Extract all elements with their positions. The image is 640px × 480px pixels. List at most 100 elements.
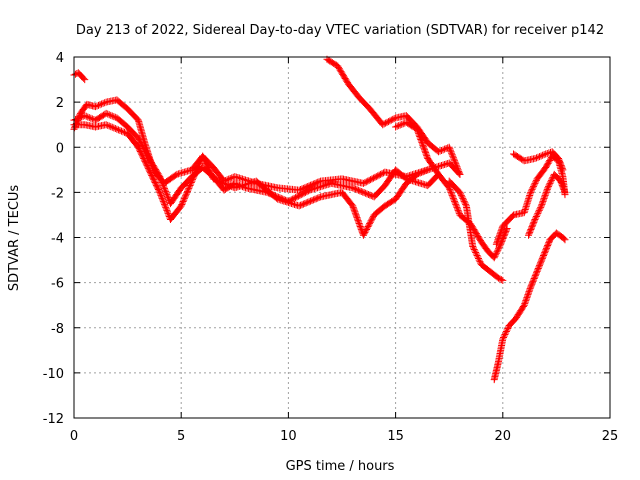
- data-point: [493, 239, 501, 247]
- data-point: [547, 178, 555, 186]
- data-point: [138, 141, 146, 149]
- data-point: [545, 182, 553, 190]
- data-point: [298, 185, 306, 193]
- data-point: [544, 240, 552, 248]
- data-point: [305, 198, 313, 206]
- data-point: [91, 103, 99, 111]
- data-point: [525, 231, 533, 239]
- data-point: [299, 190, 307, 198]
- data-point: [546, 179, 554, 187]
- data-point: [458, 193, 466, 201]
- data-point: [532, 154, 540, 162]
- data-point: [447, 148, 455, 156]
- data-point: [544, 184, 552, 192]
- data-point: [105, 111, 113, 119]
- data-point: [98, 100, 106, 108]
- data-point: [526, 286, 534, 294]
- data-point: [497, 228, 505, 236]
- data-point: [418, 138, 426, 146]
- data-point: [222, 180, 230, 188]
- data-point: [419, 143, 427, 151]
- data-point: [495, 234, 503, 242]
- data-point: [156, 190, 164, 198]
- data-point: [496, 275, 504, 283]
- data-point: [531, 273, 539, 281]
- data-point: [472, 249, 480, 257]
- data-point: [534, 264, 542, 272]
- y-tick-label: -2: [51, 186, 64, 201]
- data-point: [158, 177, 166, 185]
- data-point: [189, 174, 197, 182]
- data-point: [303, 188, 311, 196]
- data-point: [192, 167, 200, 175]
- data-point: [188, 177, 196, 185]
- data-point: [537, 203, 545, 211]
- data-point: [309, 196, 317, 204]
- data-point: [527, 224, 535, 232]
- data-point: [473, 252, 481, 260]
- data-point: [415, 131, 423, 139]
- data-point: [302, 183, 310, 191]
- data-point: [499, 276, 507, 284]
- data-point: [452, 161, 460, 169]
- data-point: [295, 202, 303, 210]
- axis-ticks: 0 5 10 15 20 25 -12 -10 -8 -6 -4 -2 0 2 4: [43, 51, 619, 444]
- data-point: [499, 335, 507, 343]
- data-point: [460, 197, 468, 205]
- data-point: [494, 236, 502, 244]
- data-point: [158, 194, 166, 202]
- data-point: [162, 205, 170, 213]
- data-point: [185, 184, 193, 192]
- series-track-a: [70, 69, 89, 84]
- data-point: [560, 187, 568, 195]
- data-point: [421, 146, 429, 154]
- data-point: [448, 191, 456, 199]
- chart-title: Day 213 of 2022, Sidereal Day-to-day VTE…: [76, 23, 604, 38]
- data-point: [450, 196, 458, 204]
- data-point: [491, 252, 499, 260]
- data-point: [534, 266, 542, 274]
- data-point: [420, 144, 428, 152]
- data-point: [530, 217, 538, 225]
- data-point: [158, 179, 166, 187]
- data-point: [523, 292, 531, 300]
- data-point: [163, 191, 171, 199]
- data-point: [532, 214, 540, 222]
- data-point: [434, 148, 442, 156]
- data-point: [215, 177, 223, 185]
- data-point: [527, 283, 535, 291]
- data-point: [455, 208, 463, 216]
- data-point: [530, 218, 538, 226]
- data-point: [164, 194, 172, 202]
- data-point: [352, 211, 360, 219]
- data-point: [415, 170, 423, 178]
- data-point: [536, 153, 544, 161]
- data-point: [472, 250, 480, 258]
- data-point: [305, 182, 313, 190]
- data-point: [414, 127, 422, 135]
- data-point: [292, 194, 300, 202]
- data-point: [304, 187, 312, 195]
- x-tick-label: 20: [495, 429, 512, 444]
- data-point: [535, 208, 543, 216]
- data-point: [76, 114, 84, 122]
- data-point: [163, 206, 171, 214]
- data-point: [496, 242, 504, 250]
- data-point: [532, 212, 540, 220]
- data-point: [540, 194, 548, 202]
- data-point: [501, 331, 509, 339]
- data-points: [70, 55, 569, 384]
- data-point: [471, 247, 479, 255]
- y-tick-label: 2: [56, 96, 64, 111]
- data-point: [527, 188, 535, 196]
- data-point: [454, 206, 462, 214]
- data-point: [382, 119, 390, 127]
- data-point: [299, 184, 307, 192]
- data-point: [539, 253, 547, 261]
- data-point: [449, 154, 457, 162]
- data-point: [492, 251, 500, 259]
- data-point: [445, 143, 453, 151]
- data-point: [448, 149, 456, 157]
- data-point: [372, 173, 380, 181]
- data-point: [311, 195, 319, 203]
